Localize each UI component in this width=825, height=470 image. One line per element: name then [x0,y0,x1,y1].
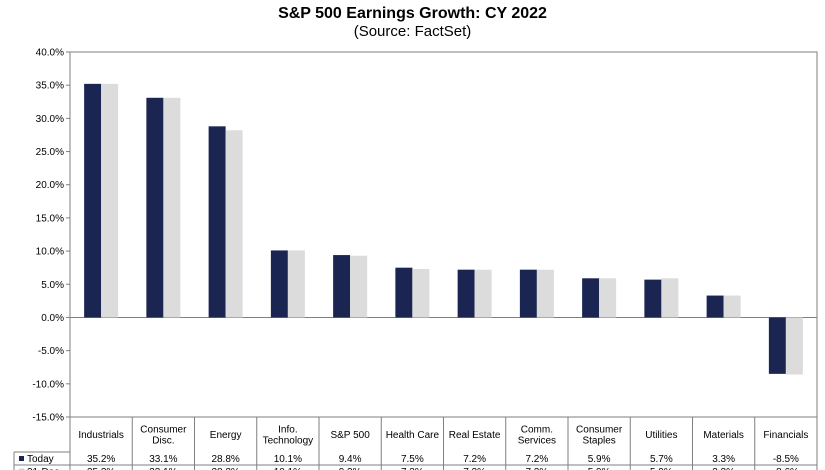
x-category-label: Energy [210,430,242,441]
data-value-label: 33.1% [149,454,177,465]
x-category-label: Financials [763,430,808,441]
bar [84,83,102,318]
data-value-label: 10.1% [274,454,302,465]
bar [225,130,243,318]
legend-label: Today [27,454,54,465]
y-tick-label: 0.0% [41,313,64,324]
bar [582,278,600,318]
data-value-label: 9.3% [339,467,362,470]
y-tick-label: -15.0% [32,413,64,424]
data-value-label: 28.2% [211,467,239,470]
legend-label: 31-Dec [27,467,59,470]
y-tick-label: -5.0% [38,346,64,357]
data-value-label: 7.3% [401,467,424,470]
data-value-label: 35.2% [87,454,115,465]
x-category-label: Industrials [78,430,124,441]
bar [412,269,430,318]
bar [768,317,786,374]
x-category-label: Utilities [645,430,677,441]
x-category-label: Info. Technology [263,425,314,447]
data-value-label: 7.2% [463,454,486,465]
bar [163,97,181,318]
data-value-label: 5.7% [650,454,673,465]
bar [661,278,679,318]
bar [457,269,475,318]
legend-swatch [19,456,24,461]
bar [287,250,305,318]
x-category-label: S&P 500 [330,430,370,441]
data-value-label: 7.5% [401,454,424,465]
y-tick-label: 30.0% [36,114,64,125]
data-value-label: 5.9% [650,467,673,470]
data-value-label: -8.5% [773,454,799,465]
data-value-label: 5.9% [588,467,611,470]
y-tick-label: 35.0% [36,81,64,92]
data-value-label: 33.1% [149,467,177,470]
data-value-label: 10.1% [274,467,302,470]
bar [208,126,226,318]
bar [706,295,724,318]
y-tick-label: 15.0% [36,213,64,224]
y-tick-label: 25.0% [36,147,64,158]
y-tick-label: -10.0% [32,379,64,390]
bar [785,317,803,375]
bar [723,295,741,318]
data-value-label: 7.2% [525,467,548,470]
bar [474,269,492,318]
data-value-label: -8.6% [773,467,799,470]
bar [333,255,351,318]
x-category-label: Materials [703,430,744,441]
y-tick-label: 5.0% [41,280,64,291]
x-category-label: Consumer Disc. [140,425,187,447]
data-value-label: 3.3% [712,454,735,465]
bar [146,97,164,318]
data-value-label: 3.3% [712,467,735,470]
data-value-label: 7.2% [463,467,486,470]
data-value-label: 5.9% [588,454,611,465]
x-category-label: Comm. Services [518,425,556,447]
x-category-label: Real Estate [449,430,501,441]
bar [599,278,617,318]
bar [270,250,288,318]
bar [350,255,368,318]
plot-area [69,51,818,418]
y-tick-label: 40.0% [36,48,64,59]
data-value-label: 7.2% [525,454,548,465]
x-category-label: Consumer Staples [576,425,623,447]
bar [536,269,554,318]
chart-subtitle: (Source: FactSet) [353,23,472,40]
chart-title: S&P 500 Earnings Growth: CY 2022 [278,5,547,22]
y-tick-label: 20.0% [36,180,64,191]
bar [519,269,537,318]
bar [101,83,119,318]
bar [644,279,662,318]
y-tick-label: 10.0% [36,247,64,258]
bar [395,267,413,318]
data-value-label: 28.8% [211,454,239,465]
data-value-label: 9.4% [339,454,362,465]
x-category-label: Health Care [386,430,440,441]
data-value-label: 35.2% [87,467,115,470]
